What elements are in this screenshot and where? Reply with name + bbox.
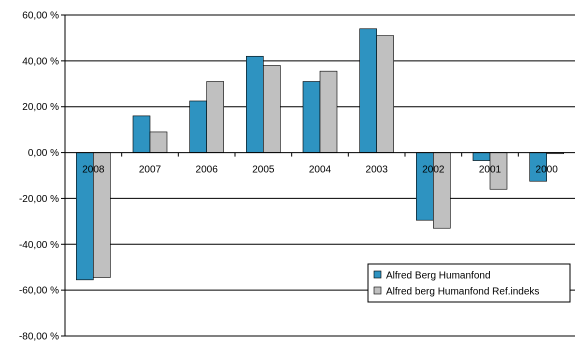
x-category-label: 2003	[366, 165, 389, 176]
x-category-label: 2008	[82, 165, 105, 176]
x-category-label: 2001	[479, 165, 502, 176]
legend-label-series-1: Alfred Berg Humanfond	[386, 271, 491, 282]
bar-2-2007	[149, 131, 168, 153]
y-tick-label: 20,00 %	[22, 102, 59, 113]
x-category-label: 2007	[139, 165, 162, 176]
y-axis-tick-labels: 60,00 % 40,00 % 20,00 % 0,00 % -20,00 % -40,0…	[19, 11, 59, 341]
legend-swatch-series-2	[373, 286, 382, 295]
x-category-label: 2002	[422, 165, 445, 176]
bar-2-2006	[206, 81, 224, 153]
legend-box	[367, 263, 571, 303]
bar-1-2007	[132, 115, 151, 153]
bar-2-2005	[263, 65, 281, 153]
bar-1-2004	[302, 81, 321, 153]
bar-2-2003	[376, 35, 394, 153]
bar-1-2003	[359, 28, 377, 153]
x-category-label: 2000	[536, 165, 559, 176]
legend: Alfred Berg Humanfond Alfred berg Humanf…	[367, 263, 571, 303]
x-category-label: 2004	[309, 165, 332, 176]
legend-label-series-2: Alfred berg Humanfond Ref.indeks	[386, 287, 539, 298]
y-tick-label: 0,00 %	[28, 148, 59, 159]
bars	[76, 28, 564, 281]
x-axis-category-labels: 2008 2007 2006 2005 2004 2003 2002 2001 2000	[82, 165, 558, 176]
bar-1-2001	[472, 152, 491, 161]
y-tick-label: -60,00 %	[19, 286, 59, 297]
bar-1-2006	[189, 100, 207, 153]
bar-1-2005	[246, 55, 264, 153]
y-tick-label: 60,00 %	[22, 11, 59, 22]
bar-1-2002	[416, 152, 434, 221]
y-tick-label: 40,00 %	[22, 56, 59, 67]
legend-swatch-series-1	[373, 270, 382, 279]
bar-2-2004	[319, 70, 338, 153]
y-tick-label: -40,00 %	[19, 240, 59, 251]
x-category-label: 2006	[196, 165, 219, 176]
y-tick-label: -80,00 %	[19, 332, 59, 341]
y-tick-label: -20,00 %	[19, 194, 59, 205]
x-category-label: 2005	[252, 165, 275, 176]
